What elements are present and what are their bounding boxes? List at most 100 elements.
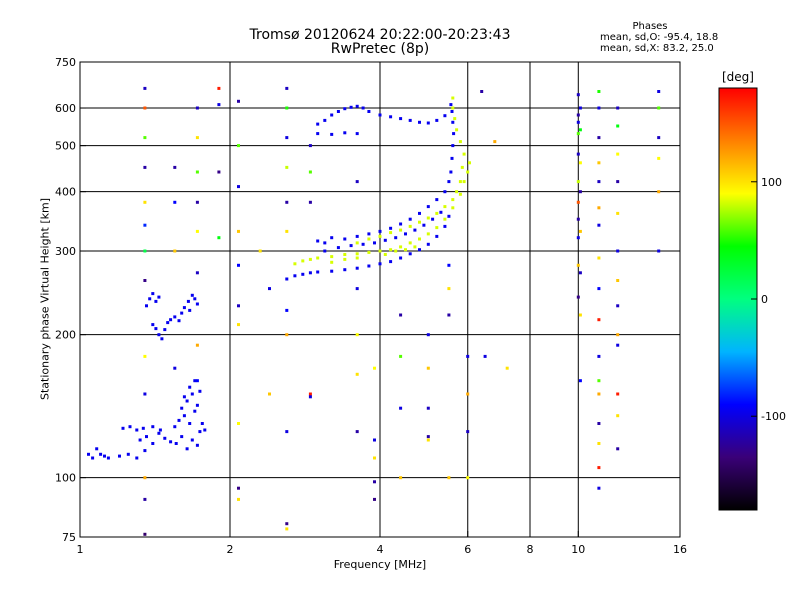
- data-point: [578, 379, 582, 383]
- data-point: [462, 180, 466, 184]
- data-point: [399, 313, 403, 317]
- data-point: [447, 287, 451, 291]
- data-point: [308, 200, 312, 204]
- data-point: [576, 132, 580, 136]
- data-point: [173, 425, 177, 429]
- data-point: [121, 426, 125, 430]
- data-point: [389, 115, 393, 119]
- data-point: [616, 343, 620, 347]
- data-point: [597, 392, 601, 396]
- data-point: [143, 223, 147, 227]
- y-tick-label: 200: [55, 329, 76, 342]
- data-point: [173, 165, 177, 169]
- data-point: [576, 113, 580, 117]
- data-point: [177, 319, 181, 323]
- data-point: [330, 236, 334, 240]
- data-point: [148, 297, 152, 301]
- data-point: [450, 110, 454, 113]
- data-point: [174, 442, 178, 445]
- data-point: [399, 476, 403, 480]
- data-point: [394, 249, 398, 253]
- data-point: [195, 271, 199, 275]
- data-point: [355, 266, 359, 270]
- data-point: [435, 211, 439, 215]
- data-point: [355, 180, 359, 184]
- data-point: [143, 249, 147, 253]
- colorbar-label: [deg]: [722, 70, 754, 84]
- data-point: [483, 354, 487, 358]
- data-point: [143, 106, 147, 110]
- data-point: [616, 180, 620, 184]
- data-point: [186, 299, 190, 303]
- data-point: [135, 428, 139, 432]
- data-point: [576, 217, 580, 221]
- data-point: [157, 333, 161, 337]
- data-point: [426, 121, 430, 125]
- data-point: [330, 113, 334, 117]
- data-point: [145, 435, 148, 439]
- data-point: [449, 170, 453, 174]
- data-point: [361, 242, 365, 246]
- stats-line-x: mean, sd,X: 83.2, 25.0: [600, 43, 714, 54]
- data-point: [378, 113, 382, 117]
- y-tick-label: 500: [55, 140, 76, 153]
- data-point: [316, 132, 320, 136]
- data-point: [323, 241, 327, 245]
- data-point: [616, 392, 620, 396]
- data-point: [180, 311, 184, 315]
- data-point: [408, 252, 412, 256]
- data-point: [285, 86, 289, 90]
- data-point: [426, 438, 430, 442]
- data-point: [616, 333, 620, 337]
- data-point: [198, 430, 202, 434]
- data-point: [128, 425, 132, 429]
- data-point: [597, 136, 601, 140]
- grid-lines: [79, 62, 680, 537]
- data-point: [323, 249, 327, 253]
- data-point: [143, 86, 147, 90]
- data-point: [616, 304, 620, 308]
- data-point: [285, 277, 289, 281]
- data-point: [185, 447, 189, 451]
- data-point: [316, 122, 320, 126]
- data-point: [330, 260, 334, 264]
- data-point: [151, 425, 155, 429]
- data-point: [188, 308, 192, 312]
- data-point: [413, 228, 417, 232]
- data-point: [505, 366, 509, 370]
- data-point: [576, 180, 580, 184]
- data-point: [217, 170, 221, 174]
- data-point: [143, 165, 147, 169]
- data-point: [237, 497, 240, 501]
- data-point: [193, 379, 197, 383]
- data-point: [399, 228, 403, 232]
- data-point: [466, 476, 470, 480]
- data-point: [443, 190, 447, 194]
- data-point: [145, 304, 148, 308]
- data-point: [597, 106, 601, 110]
- colorbar-gradient: [719, 88, 757, 510]
- data-point: [316, 256, 320, 260]
- data-point: [237, 486, 240, 490]
- data-point: [466, 170, 470, 174]
- data-point: [399, 354, 403, 358]
- colorbar-tick-label: 100: [761, 176, 782, 189]
- data-points: [87, 86, 661, 536]
- data-point: [408, 241, 412, 245]
- data-point: [576, 93, 580, 97]
- data-point: [435, 234, 439, 238]
- data-point: [308, 392, 312, 396]
- data-point: [426, 406, 430, 410]
- data-point: [151, 442, 155, 445]
- data-point: [190, 293, 194, 297]
- data-point: [597, 206, 601, 210]
- data-point: [293, 262, 297, 266]
- data-point: [138, 438, 142, 442]
- stats-heading: Phases: [632, 21, 668, 32]
- data-point: [426, 366, 430, 370]
- colorbar-tick-label: -100: [761, 410, 786, 423]
- data-point: [157, 431, 161, 435]
- data-point: [458, 140, 462, 144]
- data-point: [373, 497, 376, 501]
